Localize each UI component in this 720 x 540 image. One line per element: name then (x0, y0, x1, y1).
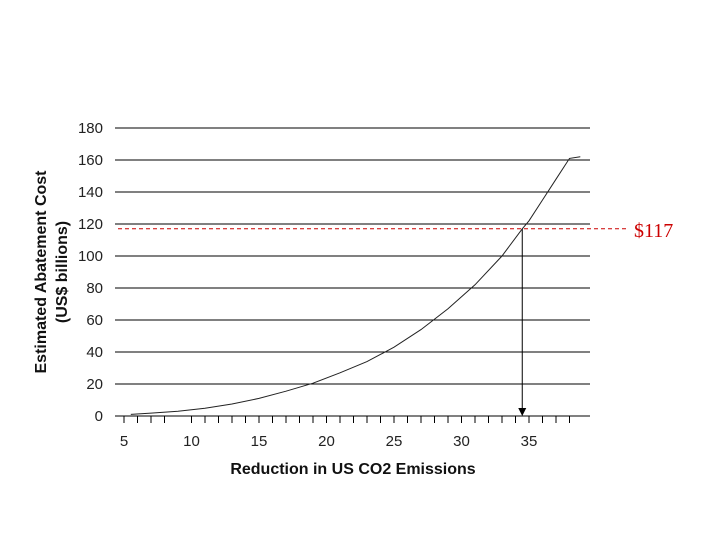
y-tick-label: 0 (95, 408, 103, 425)
annotation-label: $117 (634, 220, 673, 242)
horizontal-gridlines (115, 127, 590, 385)
y-tick-label: 120 (78, 216, 103, 233)
y-tick-label: 100 (78, 248, 103, 265)
y-axis-ticks: 0 20 40 60 80 100 120 140 160 180 (78, 120, 103, 425)
annotation-arrowhead (518, 408, 527, 416)
y-axis-title-line-1: Estimated Abatement Cost (33, 170, 50, 374)
cost-curve-series (130, 156, 581, 415)
x-tick-label: 20 (318, 433, 335, 450)
x-axis-ticks: 5 10 15 20 25 30 35 (120, 416, 570, 450)
y-axis-title-line-2: (US$ billions) (54, 221, 71, 323)
y-tick-label: 80 (86, 280, 103, 297)
y-axis-title: Estimated Abatement Cost (US$ billions) (33, 170, 71, 374)
x-tick-label: 35 (521, 433, 538, 450)
x-tick-label: 15 (251, 433, 268, 450)
x-tick-label: 25 (386, 433, 403, 450)
y-tick-label: 20 (86, 376, 103, 393)
y-tick-label: 60 (86, 312, 103, 329)
x-tick-label: 10 (183, 433, 200, 450)
x-tick-label: 5 (120, 433, 128, 450)
y-tick-label: 180 (78, 120, 103, 137)
y-tick-label: 40 (86, 344, 103, 361)
y-tick-label: 140 (78, 184, 103, 201)
x-tick-label: 30 (453, 433, 470, 450)
y-tick-label: 160 (78, 152, 103, 169)
x-axis-title: Reduction in US CO2 Emissions (230, 461, 475, 478)
